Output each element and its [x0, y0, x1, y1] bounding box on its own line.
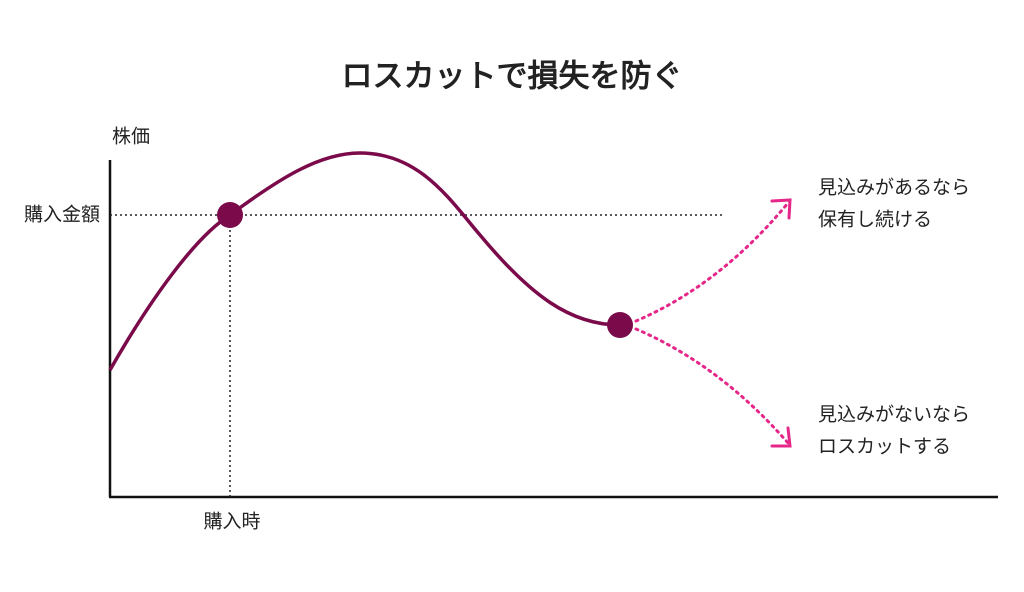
purchase-point — [217, 202, 243, 228]
cut-arrowhead — [770, 426, 792, 448]
outcome-text: 保有し続ける — [818, 209, 932, 231]
outcome-text: ロスカットする — [818, 436, 951, 458]
price-curve — [108, 151, 621, 371]
title: ロスカットで損失を防ぐ — [342, 59, 683, 95]
purchase-time-label: 購入時 — [203, 511, 260, 533]
current-point — [607, 312, 633, 338]
cut-arrow — [634, 327, 790, 445]
y-axis-label: 株価 — [112, 126, 150, 148]
hold-arrowhead — [770, 198, 792, 220]
outcome-text: 見込みがあるなら — [818, 177, 970, 199]
outcome-text: 見込みがないなら — [818, 404, 970, 426]
hold-arrow — [634, 201, 790, 323]
purchase-price-label: 購入金額 — [24, 204, 100, 226]
